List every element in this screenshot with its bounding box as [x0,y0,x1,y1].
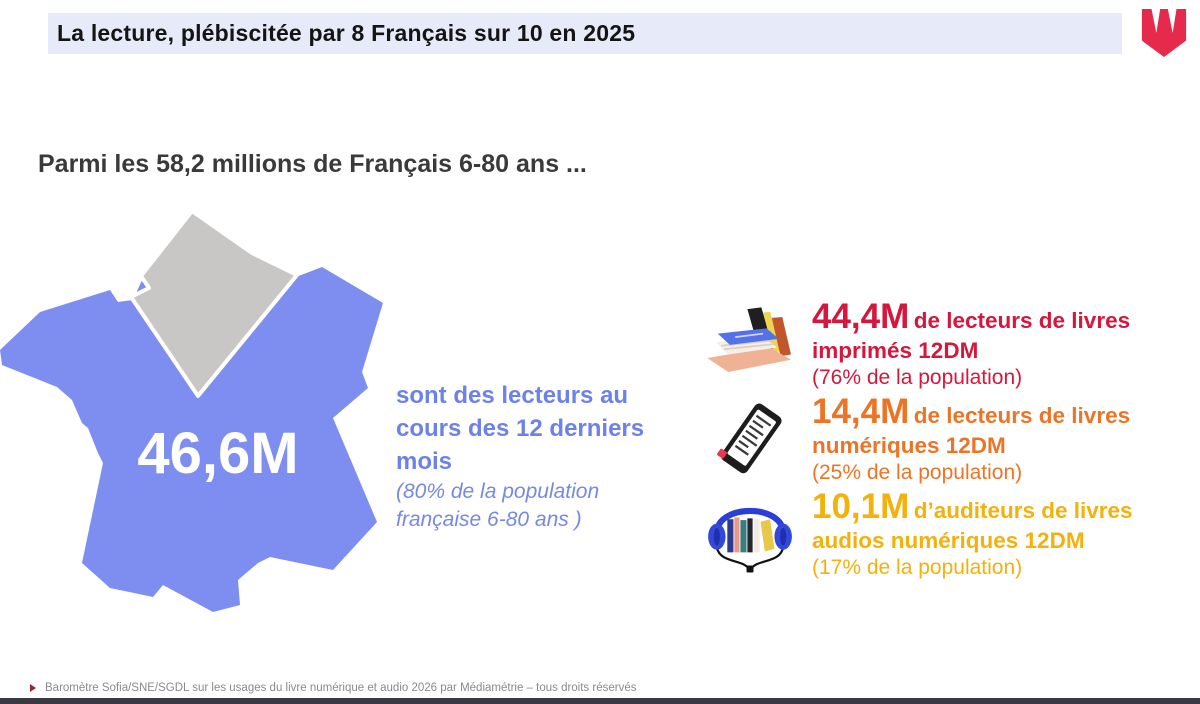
mediametrie-logo-icon [1140,7,1188,59]
bottom-divider-bar [0,698,1200,704]
map-caption-line: mois [396,448,453,475]
ereader-icon [702,392,798,480]
stat-label-line2: numériques 12DM [812,433,1006,458]
stat-label: de lecteurs de livres [913,403,1131,428]
slide-title-bar: La lecture, plébiscitée par 8 Français s… [48,13,1122,54]
stat-label-line2: audios numériques 12DM [812,528,1085,553]
stat-value: 10,1M [812,487,910,526]
source-note: Baromètre Sofia/SNE/SGDL sur les usages … [30,682,636,694]
logo-m-badge [1141,9,1187,57]
readers-count-value: 46,6M [137,421,298,486]
stat-subtext: (76% de la population) [812,366,1023,389]
map-caption: sont des lecteurs au cours des 12 dernie… [396,379,696,534]
france-map-readers-shape [0,213,383,612]
stat-subtext: (25% de la population) [812,461,1023,484]
france-map: 46,6M [0,209,383,612]
stat-label: de lecteurs de livres [913,308,1131,333]
arrow-bullet-icon [30,684,36,692]
stat-value: 14,4M [812,392,910,431]
map-caption-note-line: (80% de la population [396,480,600,503]
stat-subtext: (17% de la population) [812,556,1023,579]
stat-digital-books: 14,4M de lecteurs de livres numériques 1… [702,392,1182,485]
printed-books-icon [702,297,798,385]
audiobook-headphones-icon [702,487,798,575]
france-map-nonreaders-wedge [129,209,299,398]
intro-heading: Parmi les 58,2 millions de Français 6-80… [38,150,587,178]
stat-audio-books: 10,1M d’auditeurs de livres audios numér… [702,487,1182,580]
stat-text: 14,4M de lecteurs de livres numériques 1… [812,392,1182,485]
stat-text: 44,4M de lecteurs de livres imprimés 12D… [812,297,1182,390]
map-caption-line: sont des lecteurs au [396,382,629,409]
source-text: Baromètre Sofia/SNE/SGDL sur les usages … [45,682,637,694]
stat-value: 44,4M [812,297,910,336]
map-caption-note-line: française 6-80 ans ) [396,508,582,531]
stat-printed-books: 44,4M de lecteurs de livres imprimés 12D… [702,297,1182,390]
stat-label: d’auditeurs de livres [913,498,1133,523]
map-caption-line: cours des 12 derniers [396,415,645,442]
slide-title: La lecture, plébiscitée par 8 Français s… [57,20,636,46]
stat-text: 10,1M d’auditeurs de livres audios numér… [812,487,1182,580]
stat-label-line2: imprimés 12DM [812,338,979,363]
